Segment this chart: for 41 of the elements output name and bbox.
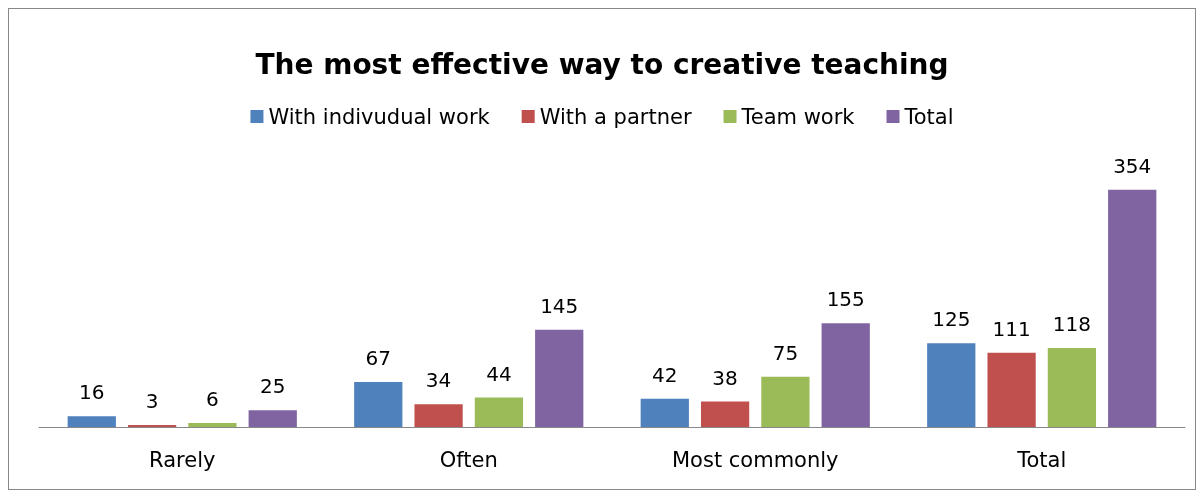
- legend-label: Total: [903, 104, 954, 129]
- bar: [987, 352, 1036, 427]
- data-label: 44: [486, 361, 512, 386]
- x-tick-label: Most commonly: [671, 447, 839, 472]
- bar: [927, 343, 976, 427]
- bar: [821, 323, 870, 427]
- bar: [127, 424, 177, 427]
- bar: [640, 398, 689, 427]
- legend-label: With a partner: [539, 104, 692, 129]
- bar: [354, 382, 403, 427]
- data-label: 6: [206, 386, 219, 411]
- bar: [535, 329, 584, 427]
- data-label: 34: [425, 368, 452, 393]
- bar: [1108, 189, 1157, 427]
- data-label: 354: [1113, 153, 1152, 178]
- bar: [414, 404, 463, 427]
- data-label: 118: [1052, 311, 1091, 336]
- x-tick-label: Often: [439, 447, 498, 472]
- data-label: 38: [712, 365, 738, 390]
- chart-title: The most effective way to creative teaching: [255, 47, 949, 81]
- data-label: 155: [826, 287, 865, 312]
- legend-label: Team work: [740, 104, 856, 129]
- data-label: 145: [540, 293, 579, 318]
- bar: [761, 376, 810, 427]
- bar: [248, 410, 297, 427]
- x-tick-label: Rarely: [149, 447, 216, 472]
- data-label: 3: [145, 388, 159, 413]
- data-label: 42: [652, 362, 678, 387]
- x-tick-label: Total: [1016, 447, 1067, 472]
- bar: [700, 401, 750, 427]
- data-label: 16: [79, 380, 105, 405]
- data-label: 67: [365, 346, 391, 371]
- data-label: 75: [772, 340, 799, 365]
- data-label: 125: [932, 307, 971, 332]
- legend-label: With indivudual work: [268, 104, 491, 129]
- data-label: 111: [992, 316, 1031, 341]
- bar: [1047, 347, 1097, 427]
- data-label: 25: [260, 374, 286, 399]
- bar: [67, 416, 116, 427]
- bar: [474, 397, 524, 427]
- bar: [188, 422, 237, 427]
